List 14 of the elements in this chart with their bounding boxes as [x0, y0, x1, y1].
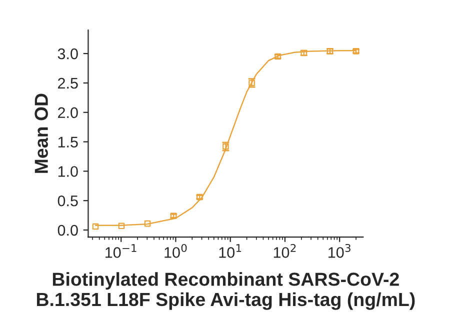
x-axis-title: Biotinylated Recombinant SARS-CoV-2 B.1.351 L18F Spike Avi-tag His-tag (ng/mL) [36, 272, 415, 310]
y-tick-label: 1.0 [58, 166, 78, 177]
x-tick-label: 10$^{2}$ [274, 244, 296, 258]
y-tick-label: 2.5 [58, 78, 78, 89]
x-tick-label: 10$^{0}$ [164, 244, 187, 258]
y-tick-label: 0.0 [58, 224, 78, 236]
y-axis-title: Mean OD [34, 94, 48, 173]
y-tick-label: 1.5 [58, 136, 78, 148]
x-tick-label: 10$^{−1}$ [106, 244, 136, 258]
y-tick-label: 2.0 [58, 107, 78, 118]
x-tick-label: 10$^{1}$ [219, 244, 242, 258]
y-tick-label: 0.5 [58, 195, 78, 206]
x-tick-label: 10$^{3}$ [328, 244, 350, 258]
y-tick-label: 3.0 [58, 48, 78, 60]
